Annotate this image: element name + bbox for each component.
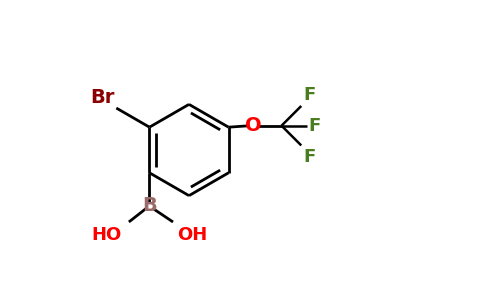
Text: F: F — [308, 117, 320, 135]
Text: O: O — [245, 116, 262, 135]
Text: F: F — [303, 148, 316, 166]
Text: F: F — [303, 85, 316, 103]
Text: OH: OH — [178, 226, 208, 244]
Text: B: B — [142, 196, 157, 215]
Text: Br: Br — [91, 88, 115, 106]
Text: HO: HO — [91, 226, 121, 244]
